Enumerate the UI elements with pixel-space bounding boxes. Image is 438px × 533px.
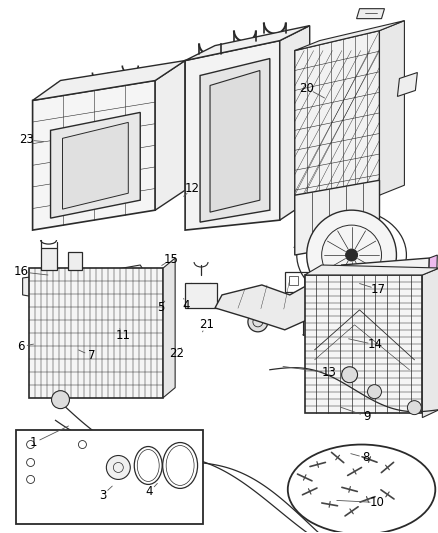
Polygon shape <box>50 112 140 218</box>
Text: 9: 9 <box>362 410 370 423</box>
Bar <box>303 276 312 285</box>
Polygon shape <box>339 258 428 338</box>
Text: 21: 21 <box>199 319 214 332</box>
Ellipse shape <box>421 320 438 332</box>
Bar <box>40 248 57 270</box>
Ellipse shape <box>421 356 438 368</box>
Circle shape <box>406 401 420 415</box>
Text: 22: 22 <box>169 347 184 360</box>
Polygon shape <box>356 9 384 19</box>
Bar <box>16 430 203 524</box>
Circle shape <box>345 249 357 261</box>
Polygon shape <box>304 265 438 275</box>
Polygon shape <box>155 61 185 210</box>
Polygon shape <box>294 180 378 255</box>
Ellipse shape <box>421 338 438 350</box>
Polygon shape <box>215 270 334 330</box>
Bar <box>284 272 324 292</box>
Bar <box>318 276 327 285</box>
Bar <box>68 252 82 270</box>
Polygon shape <box>426 255 436 330</box>
Text: 7: 7 <box>87 349 95 362</box>
Bar <box>185 283 216 308</box>
Ellipse shape <box>421 284 438 296</box>
Polygon shape <box>421 268 438 417</box>
Polygon shape <box>185 41 279 230</box>
Text: 1: 1 <box>30 437 37 449</box>
Text: 20: 20 <box>299 82 314 95</box>
Text: 3: 3 <box>99 489 106 502</box>
Polygon shape <box>32 80 155 230</box>
Circle shape <box>334 335 344 345</box>
Circle shape <box>367 385 381 399</box>
Text: 4: 4 <box>182 300 190 312</box>
Ellipse shape <box>421 374 438 386</box>
Text: 4: 4 <box>145 486 153 498</box>
Text: 15: 15 <box>163 253 178 266</box>
FancyBboxPatch shape <box>21 434 98 495</box>
Ellipse shape <box>287 445 434 533</box>
Ellipse shape <box>421 302 438 314</box>
Polygon shape <box>378 21 403 195</box>
Polygon shape <box>100 265 148 298</box>
Text: 6: 6 <box>17 340 24 353</box>
Polygon shape <box>294 30 378 210</box>
Text: 23: 23 <box>19 133 34 147</box>
Polygon shape <box>23 272 72 300</box>
Polygon shape <box>396 72 417 96</box>
Polygon shape <box>32 61 185 100</box>
Text: 13: 13 <box>321 366 336 379</box>
Text: 5: 5 <box>156 302 164 314</box>
Text: 8: 8 <box>362 451 369 464</box>
Circle shape <box>306 210 396 300</box>
Polygon shape <box>163 258 175 398</box>
Text: 10: 10 <box>369 496 384 509</box>
Text: 12: 12 <box>184 182 199 196</box>
Bar <box>288 276 297 285</box>
Bar <box>28 268 163 398</box>
Bar <box>304 275 421 413</box>
Polygon shape <box>209 70 259 212</box>
Circle shape <box>247 312 267 332</box>
Polygon shape <box>62 123 128 209</box>
Text: 11: 11 <box>116 329 131 342</box>
Polygon shape <box>200 59 269 222</box>
Ellipse shape <box>421 392 438 403</box>
Circle shape <box>106 456 130 480</box>
Circle shape <box>341 367 357 383</box>
Text: 17: 17 <box>370 283 385 296</box>
Polygon shape <box>294 21 403 51</box>
Polygon shape <box>185 26 309 61</box>
Polygon shape <box>279 26 309 220</box>
Text: 14: 14 <box>367 338 381 351</box>
Text: 16: 16 <box>13 265 28 278</box>
Circle shape <box>51 391 69 409</box>
